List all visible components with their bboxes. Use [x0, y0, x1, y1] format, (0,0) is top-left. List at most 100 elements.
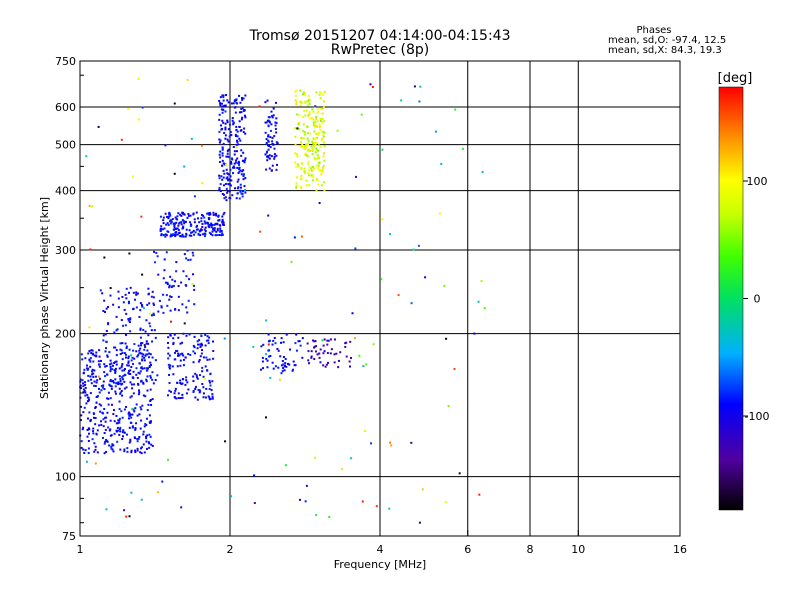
- data-point: [351, 312, 354, 315]
- data-point: [140, 498, 143, 501]
- data-point: [226, 150, 229, 153]
- data-point: [181, 352, 184, 355]
- data-point: [434, 130, 437, 133]
- data-point: [147, 287, 150, 290]
- data-point: [236, 139, 239, 142]
- data-point: [325, 363, 328, 366]
- data-point: [166, 394, 169, 397]
- data-point: [282, 363, 285, 366]
- data-point: [192, 390, 195, 393]
- data-point: [181, 396, 184, 399]
- data-point: [210, 226, 213, 229]
- data-point: [180, 223, 183, 226]
- data-point: [102, 380, 105, 383]
- data-point: [222, 108, 225, 111]
- data-point: [207, 342, 210, 345]
- data-point: [157, 491, 160, 494]
- data-point: [175, 270, 178, 273]
- data-point: [81, 358, 84, 361]
- data-point: [104, 365, 107, 368]
- data-point: [197, 232, 200, 235]
- data-point: [194, 388, 197, 391]
- data-point: [192, 212, 195, 215]
- data-point: [187, 388, 190, 391]
- data-point: [152, 313, 155, 316]
- data-point: [125, 405, 128, 408]
- data-point: [300, 102, 303, 105]
- data-point: [294, 143, 297, 146]
- data-point: [102, 418, 105, 421]
- data-point: [323, 152, 326, 155]
- data-point: [447, 405, 450, 408]
- data-point: [216, 227, 219, 230]
- data-point: [224, 182, 227, 185]
- data-point: [82, 426, 85, 429]
- data-point: [160, 234, 163, 237]
- data-point: [172, 343, 175, 346]
- data-point: [315, 141, 318, 144]
- data-point: [126, 450, 129, 453]
- data-point: [127, 357, 130, 360]
- data-point: [234, 106, 237, 109]
- data-point: [225, 199, 228, 202]
- data-point: [167, 458, 170, 461]
- data-point: [211, 380, 214, 383]
- data-point: [344, 342, 347, 345]
- y-axis-label: Stationary phase Virtual Height [km]: [38, 197, 51, 399]
- data-point: [226, 191, 229, 194]
- data-point: [121, 438, 124, 441]
- data-point: [315, 345, 318, 348]
- data-point: [192, 344, 195, 347]
- data-point: [319, 128, 322, 131]
- data-point: [79, 378, 82, 381]
- data-point: [226, 189, 229, 192]
- data-point: [220, 124, 223, 127]
- data-point: [329, 338, 332, 341]
- data-point: [132, 291, 135, 294]
- data-point: [219, 156, 222, 159]
- data-point: [296, 155, 299, 158]
- data-point: [196, 398, 199, 401]
- data-point: [124, 342, 127, 345]
- data-point: [266, 99, 269, 102]
- data-point: [220, 234, 223, 237]
- data-point: [238, 197, 241, 200]
- data-point: [129, 396, 132, 399]
- data-point: [236, 141, 239, 144]
- data-point: [175, 349, 178, 352]
- data-point: [184, 356, 187, 359]
- data-point: [317, 156, 320, 159]
- data-point: [321, 339, 324, 342]
- data-point: [113, 331, 116, 334]
- data-point: [244, 132, 247, 135]
- data-point: [121, 342, 124, 345]
- data-point: [417, 244, 420, 247]
- data-point: [85, 460, 88, 463]
- data-point: [158, 299, 161, 302]
- data-point: [88, 350, 91, 353]
- stats-o-mode: mean, sd,O: -97.4, 12.5: [608, 35, 726, 46]
- data-point: [133, 343, 136, 346]
- data-point: [133, 437, 136, 440]
- data-point: [218, 161, 221, 164]
- data-point: [238, 120, 241, 123]
- data-point: [354, 247, 357, 250]
- data-point: [302, 130, 305, 133]
- data-point: [182, 225, 185, 228]
- data-point: [128, 369, 131, 372]
- data-point: [197, 343, 200, 346]
- data-point: [207, 216, 210, 219]
- data-point: [181, 233, 184, 236]
- data-point: [230, 495, 233, 498]
- data-point: [300, 186, 303, 189]
- data-point: [119, 348, 122, 351]
- data-point: [304, 147, 307, 150]
- data-point: [302, 137, 305, 140]
- data-point: [323, 189, 326, 192]
- data-point: [137, 344, 140, 347]
- data-point: [265, 121, 268, 124]
- data-point: [149, 376, 152, 379]
- data-point: [238, 125, 241, 128]
- data-point: [219, 102, 222, 105]
- data-point: [288, 363, 291, 366]
